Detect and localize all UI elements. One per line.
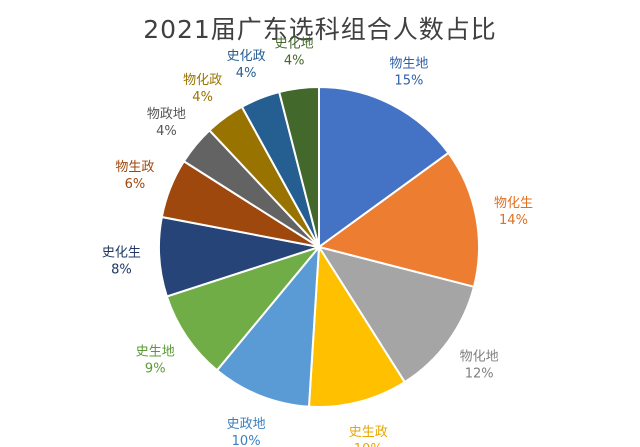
pie-slice — [307, 243, 407, 408]
slice-value-label: 4% — [156, 124, 177, 139]
pie-slice — [277, 85, 320, 248]
slice-value-label: 15% — [394, 74, 423, 89]
slice-category-label: 史生政 — [349, 425, 388, 440]
slice-category-label: 史政地 — [227, 417, 266, 432]
slice-category-label: 物化地 — [460, 349, 499, 364]
slice-category-label: 物生政 — [115, 160, 154, 175]
slice-category-label: 史化地 — [275, 37, 314, 52]
slice-value-label: 12% — [465, 366, 494, 381]
slice-value-label: 8% — [111, 262, 132, 277]
pie-slice — [316, 245, 476, 384]
chart-title: 2021届广东选科组合人数占比 — [143, 15, 497, 44]
pie-slice — [165, 244, 322, 372]
slice-value-label: 9% — [145, 361, 166, 376]
pie-slice — [215, 243, 321, 408]
pie-slice — [318, 85, 450, 249]
slice-category-label: 物政地 — [147, 107, 186, 122]
slice-category-label: 物化政 — [183, 73, 222, 88]
pie-slice — [316, 151, 480, 289]
slice-category-label: 史化政 — [227, 49, 266, 64]
slice-value-label: 6% — [125, 177, 146, 192]
slice-value-label: 4% — [192, 90, 213, 105]
slice-value-label: 14% — [499, 213, 528, 228]
slice-value-label: 4% — [236, 66, 257, 81]
slice-value-label: 10% — [232, 434, 261, 447]
slice-category-label: 史生地 — [136, 344, 175, 359]
slice-category-label: 物生地 — [389, 57, 428, 72]
pie-slices — [158, 85, 480, 408]
slice-value-label: 10% — [354, 442, 383, 447]
slice-category-label: 史化生 — [102, 245, 141, 260]
slice-category-label: 物化生 — [494, 196, 533, 211]
slice-value-label: 4% — [284, 54, 305, 69]
pie-labels: 物生地 15% 物化生 14% 物化地 12% 史生政 10% 史政地 10% 史生地 9% 史化生 8%… — [102, 37, 533, 447]
